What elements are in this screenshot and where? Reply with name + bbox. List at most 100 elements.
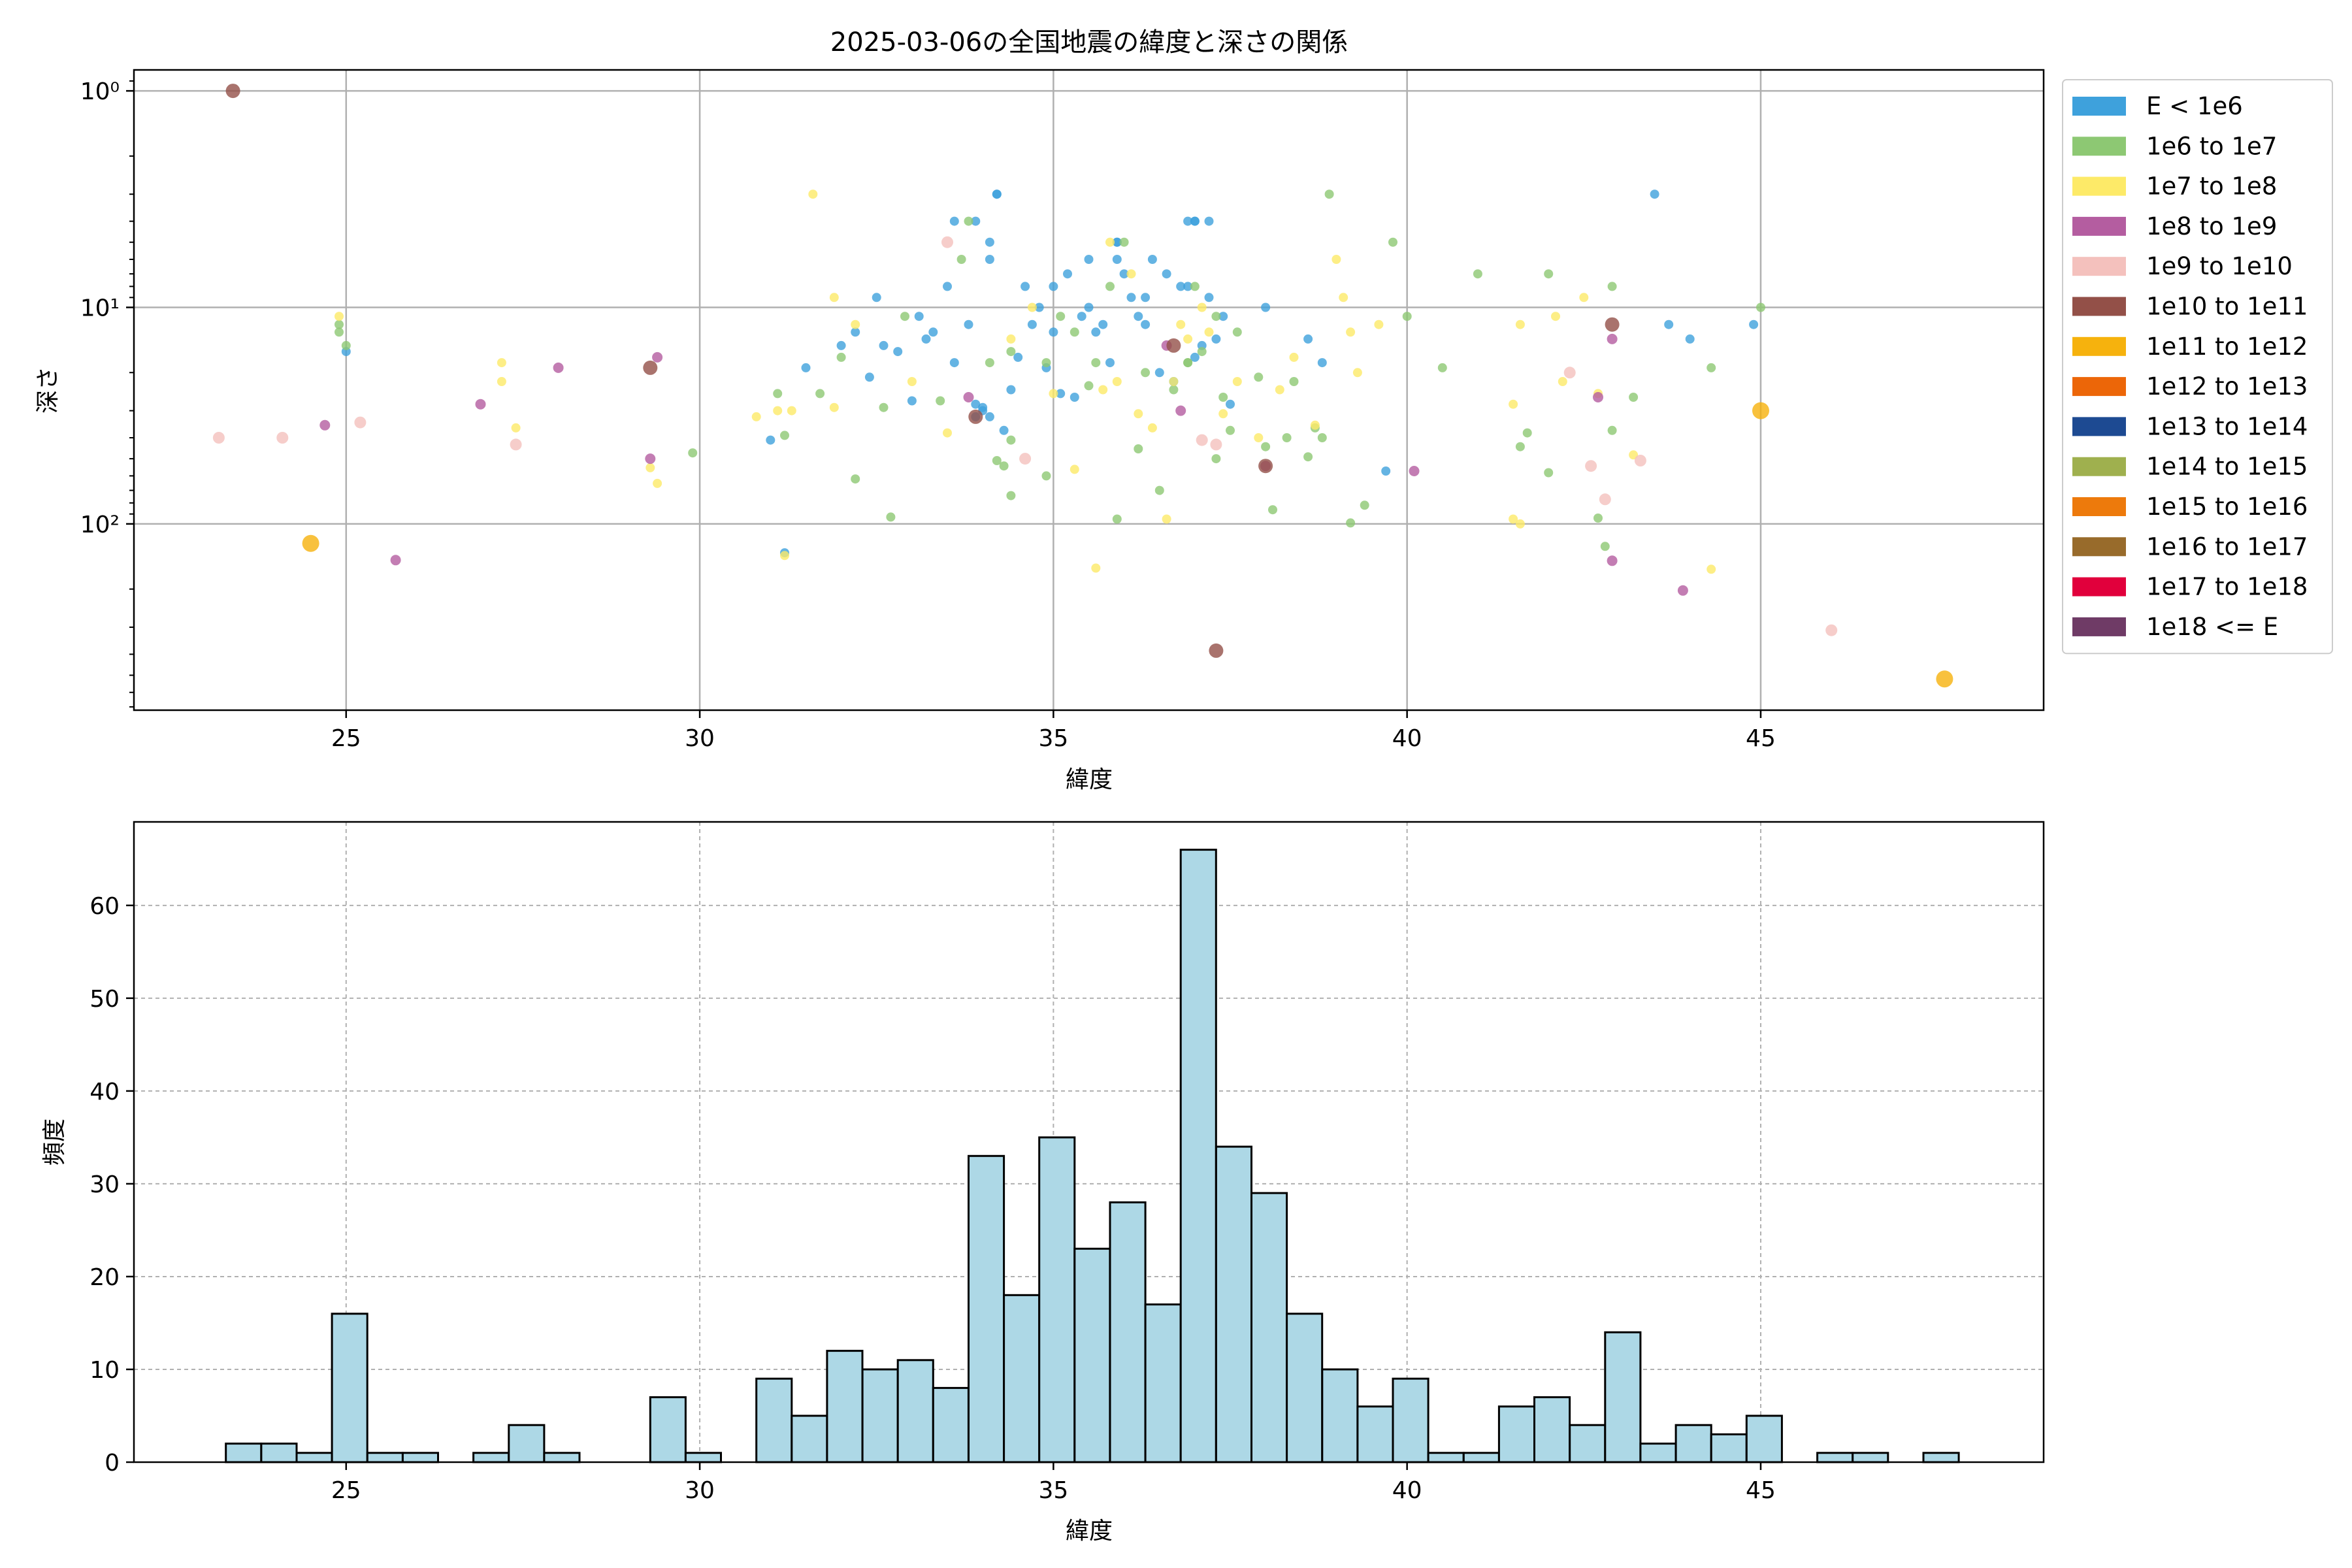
scatter-point xyxy=(1049,389,1058,399)
scatter-point xyxy=(1190,352,1200,362)
scatter-point xyxy=(1509,514,1518,524)
scatter-point xyxy=(1084,381,1094,391)
scatter-ytick-label: 10¹ xyxy=(80,295,120,322)
hist-xtick-label: 40 xyxy=(1392,1477,1422,1504)
scatter-point xyxy=(1041,471,1051,481)
legend-swatch xyxy=(2072,97,2126,116)
scatter-point xyxy=(1331,255,1341,264)
scatter-point xyxy=(978,402,988,412)
scatter-point xyxy=(1197,302,1207,312)
scatter-point xyxy=(1119,269,1129,279)
scatter-point xyxy=(1176,282,1186,291)
scatter-point xyxy=(276,432,289,444)
scatter-point xyxy=(511,423,521,433)
scatter-xtick-label: 25 xyxy=(331,725,361,752)
scatter-point xyxy=(941,236,953,248)
histogram-bar xyxy=(1215,1145,1253,1463)
histogram-bar xyxy=(295,1452,333,1463)
histogram-bar xyxy=(508,1424,546,1463)
histogram-bar xyxy=(791,1414,828,1463)
scatter-point xyxy=(335,312,344,321)
legend-label: 1e12 to 1e13 xyxy=(2146,372,2308,400)
scatter-points xyxy=(212,84,1953,688)
scatter-point xyxy=(773,406,783,416)
histogram-bar xyxy=(543,1452,581,1463)
scatter-point xyxy=(1599,493,1611,506)
scatter-point xyxy=(985,255,994,264)
scatter-point xyxy=(851,474,860,484)
scatter-point xyxy=(1210,438,1222,451)
scatter-point xyxy=(1664,319,1674,329)
legend-label: 1e9 to 1e10 xyxy=(2146,252,2293,280)
scatter-point xyxy=(1209,643,1224,658)
scatter-point xyxy=(999,461,1009,471)
scatter-point xyxy=(992,456,1002,465)
histogram-bar xyxy=(1852,1452,1889,1463)
scatter-point xyxy=(907,377,917,386)
scatter-point xyxy=(928,327,938,337)
scatter-point xyxy=(1041,358,1051,368)
scatter-point xyxy=(1006,491,1016,500)
scatter-point xyxy=(1522,428,1532,438)
histogram-bar xyxy=(1604,1331,1642,1463)
histogram-bar xyxy=(1003,1294,1041,1463)
hist-xtick-label: 35 xyxy=(1038,1477,1068,1504)
hist-ytick-label: 20 xyxy=(90,1264,120,1291)
scatter-point xyxy=(1563,367,1576,379)
legend-label: 1e16 to 1e17 xyxy=(2146,532,2308,561)
scatter-point xyxy=(1605,317,1620,332)
scatter-point xyxy=(1346,518,1356,528)
scatter-point xyxy=(1226,399,1235,409)
scatter-point xyxy=(1126,293,1136,302)
scatter-point xyxy=(1183,358,1193,368)
scatter-point xyxy=(1254,433,1264,442)
scatter-point xyxy=(1112,377,1122,386)
scatter-point xyxy=(1091,327,1101,337)
scatter-point xyxy=(801,363,811,372)
histogram-bar xyxy=(755,1377,793,1463)
scatter-point xyxy=(335,319,344,329)
scatter-point xyxy=(971,216,981,226)
scatter-point xyxy=(1324,189,1334,199)
scatter-point xyxy=(943,282,952,291)
scatter-point xyxy=(773,389,783,399)
scatter-point xyxy=(354,416,367,429)
histogram-bar xyxy=(1356,1405,1394,1463)
scatter-point xyxy=(1183,216,1193,226)
histogram-bar xyxy=(1144,1303,1182,1463)
legend-label: 1e8 to 1e9 xyxy=(2146,212,2277,240)
scatter-point xyxy=(1211,334,1221,344)
scatter-point xyxy=(1063,269,1072,279)
scatter-xtick-label: 45 xyxy=(1746,725,1776,752)
scatter-point xyxy=(1112,237,1122,247)
scatter-point xyxy=(319,419,331,431)
scatter-panel: 25 30 35 40 45 10⁰ 10¹ 10² 緯度 深さ E < 1e6 1e6 to … xyxy=(35,69,2333,793)
histogram-bar xyxy=(1286,1313,1324,1463)
scatter-point xyxy=(1006,385,1016,395)
scatter-xtick-label: 30 xyxy=(685,725,715,752)
scatter-point xyxy=(1176,319,1186,329)
legend-swatch xyxy=(2072,336,2126,356)
scatter-point xyxy=(1070,327,1079,337)
scatter-point xyxy=(879,402,889,412)
scatter-point xyxy=(1147,255,1157,264)
scatter-point xyxy=(829,293,839,302)
histogram-bar xyxy=(225,1443,263,1463)
scatter-point xyxy=(1650,189,1659,199)
scatter-point xyxy=(893,347,903,357)
histogram-bar xyxy=(684,1452,723,1463)
scatter-point xyxy=(1112,514,1122,524)
histogram-bar xyxy=(331,1313,368,1463)
scatter-point xyxy=(335,327,344,337)
scatter-point xyxy=(1558,377,1567,386)
scatter-point xyxy=(1515,442,1525,451)
legend-swatch xyxy=(2072,417,2126,436)
scatter-point xyxy=(1162,514,1171,524)
scatter-point xyxy=(1515,319,1525,329)
scatter-point xyxy=(1021,282,1030,291)
scatter-point xyxy=(1600,542,1610,551)
scatter-point xyxy=(1544,269,1554,279)
scatter-point xyxy=(1084,255,1094,264)
scatter-point xyxy=(1154,485,1164,495)
histogram-panel: 25 30 35 40 45 0 10 20 30 40 50 60 緯度 頻度 xyxy=(41,821,2045,1544)
